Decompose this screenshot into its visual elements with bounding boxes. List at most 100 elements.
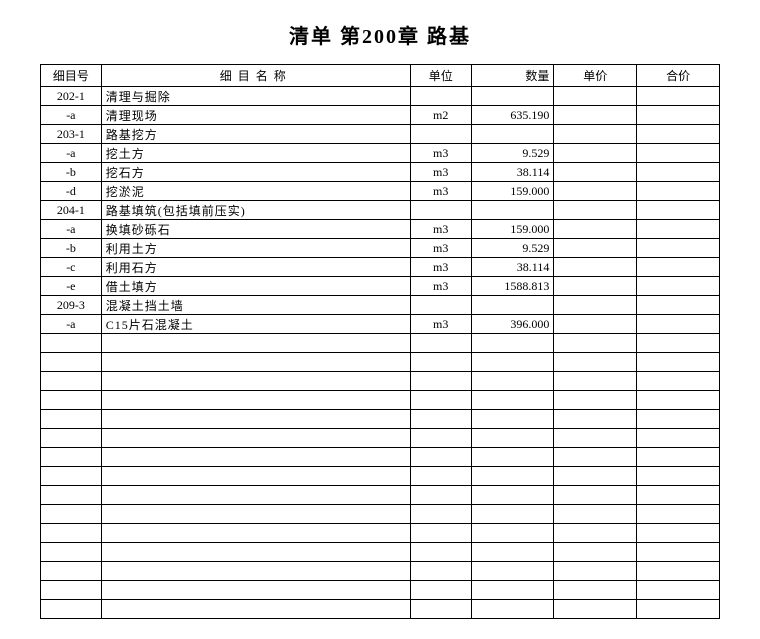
- table-row-empty: [41, 505, 720, 524]
- cell-price: [554, 334, 637, 353]
- header-name: 细目名称: [101, 65, 410, 87]
- table-row: 204-1 路基填筑(包括填前压实): [41, 201, 720, 220]
- header-price: 单价: [554, 65, 637, 87]
- cell-unit: [410, 524, 471, 543]
- cell-qty: 9.529: [471, 144, 554, 163]
- table-row-empty: [41, 600, 720, 619]
- cell-total: [637, 334, 720, 353]
- cell-total: [637, 163, 720, 182]
- cell-unit: [410, 125, 471, 144]
- cell-id: 204-1: [41, 201, 102, 220]
- cell-unit: [410, 334, 471, 353]
- cell-name: [101, 429, 410, 448]
- header-total: 合价: [637, 65, 720, 87]
- cell-total: [637, 258, 720, 277]
- cell-total: [637, 106, 720, 125]
- cell-qty: [471, 448, 554, 467]
- cell-name: 利用石方: [101, 258, 410, 277]
- cell-id: -a: [41, 220, 102, 239]
- cell-price: [554, 372, 637, 391]
- cell-unit: m3: [410, 182, 471, 201]
- cell-unit: [410, 448, 471, 467]
- cell-qty: [471, 505, 554, 524]
- cell-total: [637, 524, 720, 543]
- cell-qty: [471, 486, 554, 505]
- cell-qty: 159.000: [471, 220, 554, 239]
- cell-id: -b: [41, 239, 102, 258]
- cell-id: -e: [41, 277, 102, 296]
- cell-id: [41, 410, 102, 429]
- cell-id: [41, 334, 102, 353]
- table-row: -b 挖石方 m3 38.114: [41, 163, 720, 182]
- cell-qty: [471, 125, 554, 144]
- cell-name: [101, 410, 410, 429]
- cell-price: [554, 562, 637, 581]
- table-row-empty: [41, 543, 720, 562]
- cell-unit: [410, 201, 471, 220]
- cell-name: 清理现场: [101, 106, 410, 125]
- cell-unit: m3: [410, 220, 471, 239]
- cell-id: [41, 524, 102, 543]
- cell-name: 借土填方: [101, 277, 410, 296]
- cell-price: [554, 486, 637, 505]
- cell-qty: [471, 353, 554, 372]
- cell-total: [637, 125, 720, 144]
- cell-price: [554, 353, 637, 372]
- table-row-empty: [41, 391, 720, 410]
- cell-qty: 396.000: [471, 315, 554, 334]
- cell-name: 挖土方: [101, 144, 410, 163]
- table-row: -b 利用土方 m3 9.529: [41, 239, 720, 258]
- cell-qty: 1588.813: [471, 277, 554, 296]
- cell-id: [41, 505, 102, 524]
- table-row-empty: [41, 372, 720, 391]
- cell-qty: [471, 296, 554, 315]
- cell-price: [554, 106, 637, 125]
- cell-price: [554, 87, 637, 106]
- cell-total: [637, 182, 720, 201]
- cell-total: [637, 144, 720, 163]
- cell-id: -a: [41, 106, 102, 125]
- cell-price: [554, 296, 637, 315]
- cell-name: [101, 353, 410, 372]
- cell-qty: [471, 87, 554, 106]
- cell-total: [637, 201, 720, 220]
- cell-total: [637, 315, 720, 334]
- cell-unit: [410, 486, 471, 505]
- cell-qty: [471, 334, 554, 353]
- cell-unit: m3: [410, 239, 471, 258]
- cell-total: [637, 87, 720, 106]
- cell-name: 路基填筑(包括填前压实): [101, 201, 410, 220]
- cell-price: [554, 410, 637, 429]
- cell-name: [101, 524, 410, 543]
- cell-id: 202-1: [41, 87, 102, 106]
- cell-total: [637, 353, 720, 372]
- cell-price: [554, 239, 637, 258]
- cell-price: [554, 315, 637, 334]
- cell-id: 209-3: [41, 296, 102, 315]
- cell-qty: [471, 524, 554, 543]
- cell-total: [637, 277, 720, 296]
- cell-id: [41, 581, 102, 600]
- cell-price: [554, 448, 637, 467]
- table-row: -c 利用石方 m3 38.114: [41, 258, 720, 277]
- cell-name: [101, 505, 410, 524]
- cell-unit: [410, 600, 471, 619]
- cell-total: [637, 581, 720, 600]
- table-row-empty: [41, 467, 720, 486]
- cell-unit: [410, 505, 471, 524]
- cell-unit: m3: [410, 315, 471, 334]
- cell-name: [101, 391, 410, 410]
- cell-qty: [471, 581, 554, 600]
- cell-qty: [471, 467, 554, 486]
- cell-qty: 38.114: [471, 258, 554, 277]
- table-row-empty: [41, 353, 720, 372]
- cell-name: 混凝土挡土墙: [101, 296, 410, 315]
- cell-unit: m3: [410, 163, 471, 182]
- cell-unit: [410, 543, 471, 562]
- cell-total: [637, 467, 720, 486]
- table-row: -a C15片石混凝土 m3 396.000: [41, 315, 720, 334]
- cell-qty: 635.190: [471, 106, 554, 125]
- cell-name: 清理与掘除: [101, 87, 410, 106]
- cell-qty: [471, 562, 554, 581]
- cell-id: -d: [41, 182, 102, 201]
